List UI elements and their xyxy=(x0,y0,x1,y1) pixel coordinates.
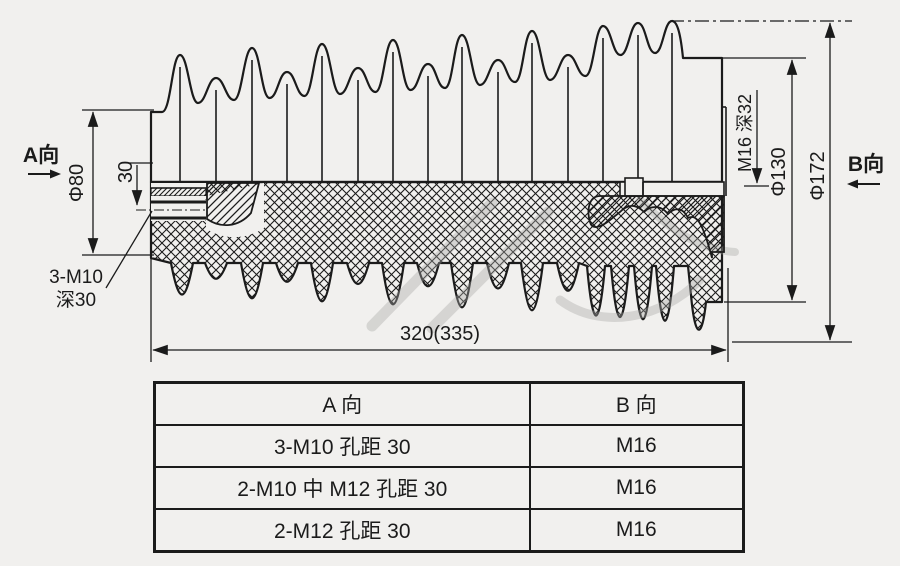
table-row: 3-M10 孔距 30 M16 xyxy=(153,424,745,468)
spec-cell-a3: 2-M12 孔距 30 xyxy=(153,508,531,553)
spec-cell-a2: 2-M10 中 M12 孔距 30 xyxy=(153,466,531,510)
spec-table: A 向 B 向 3-M10 孔距 30 M16 2-M10 中 M12 孔距 3… xyxy=(153,381,745,553)
spec-cell-b2: M16 xyxy=(528,466,745,510)
view-b-arrow xyxy=(847,179,880,189)
thread-leader-line xyxy=(105,210,153,289)
dimensions xyxy=(28,20,880,362)
view-a-label: A向 xyxy=(23,143,59,167)
crosshatched-body-section xyxy=(149,180,724,331)
spec-table-header-row: A 向 B 向 xyxy=(153,381,745,426)
spec-cell-a1: 3-M10 孔距 30 xyxy=(153,424,531,468)
table-row: 2-M10 中 M12 孔距 30 M16 xyxy=(153,466,745,510)
spec-cell-b1: M16 xyxy=(528,424,745,468)
shed-profile-outline xyxy=(149,19,724,184)
spec-cell-b3: M16 xyxy=(528,508,745,553)
dim-phi130-label: Φ130 xyxy=(768,147,790,196)
thread-spec-line2: 深30 xyxy=(56,289,96,311)
dim-overall-length-label: 320(335) xyxy=(400,323,480,345)
dim-30-label: 30 xyxy=(115,161,137,183)
dim-m16-depth-label: M16 深32 xyxy=(735,94,755,172)
dim-phi172-label: Φ172 xyxy=(807,151,829,200)
spec-table-header-a: A 向 xyxy=(153,381,531,426)
thread-spec-line1: 3-M10 xyxy=(49,267,103,288)
right-metal-insert xyxy=(587,195,725,259)
left-metal-insert xyxy=(206,182,261,226)
watermark xyxy=(366,196,739,334)
shed-center-ribs xyxy=(179,33,673,181)
spec-table-header-b: B 向 xyxy=(528,381,745,426)
view-a-arrow xyxy=(28,169,61,179)
table-row: 2-M12 孔距 30 M16 xyxy=(153,508,745,553)
view-b-label: B向 xyxy=(848,152,884,176)
left-end-fitting xyxy=(136,182,264,238)
dim-phi80-label: Φ80 xyxy=(66,164,88,202)
right-end-fitting xyxy=(587,106,727,259)
